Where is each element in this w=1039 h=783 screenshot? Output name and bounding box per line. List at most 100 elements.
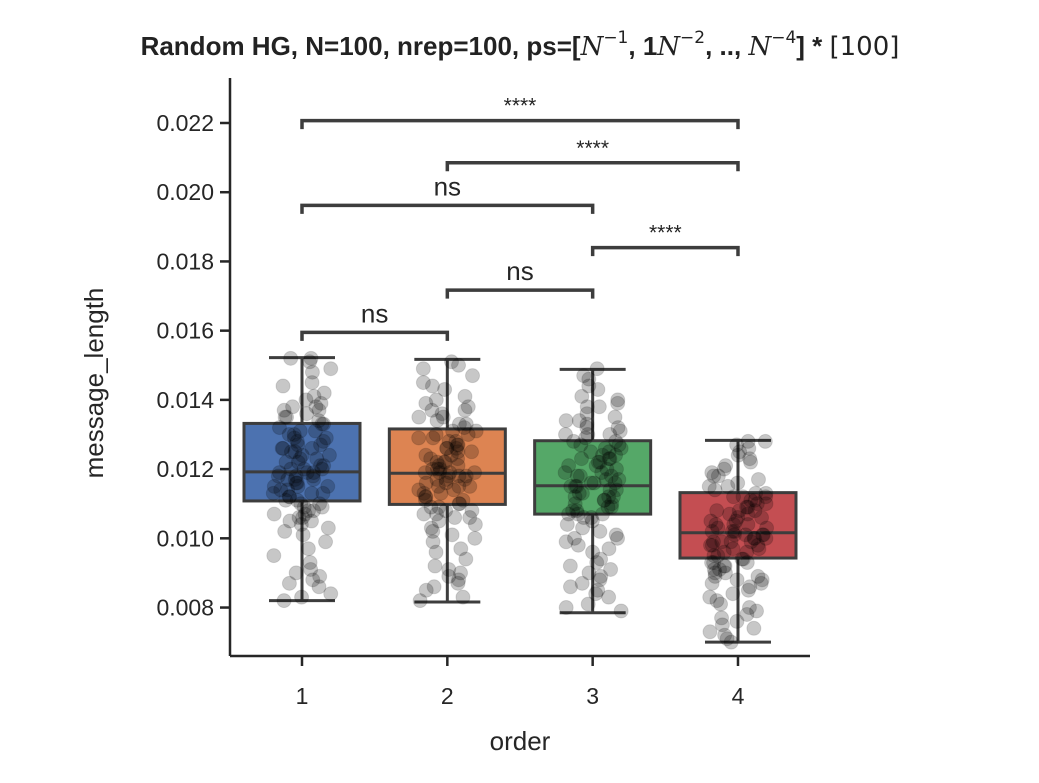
data-point: [706, 561, 722, 577]
data-point: [450, 575, 466, 591]
data-point: [601, 451, 617, 467]
data-point: [431, 499, 447, 515]
data-point: [289, 433, 305, 449]
data-point: [288, 468, 304, 484]
data-point: [613, 603, 629, 619]
data-point: [566, 530, 582, 546]
data-point: [567, 496, 583, 512]
data-point: [455, 492, 471, 508]
data-point: [439, 440, 455, 456]
data-point: [292, 423, 308, 439]
data-point: [574, 575, 590, 591]
significance-bracket: [445, 161, 740, 172]
data-point: [608, 433, 624, 449]
data-point: [557, 465, 573, 481]
data-point: [429, 506, 445, 522]
data-point: [288, 565, 304, 581]
data-point: [458, 551, 474, 567]
data-point: [600, 499, 616, 515]
data-point: [430, 461, 446, 477]
data-point: [280, 471, 296, 487]
data-point: [457, 471, 473, 487]
data-point: [579, 399, 595, 415]
data-point: [746, 620, 762, 636]
data-point: [314, 499, 330, 515]
data-point: [462, 478, 478, 494]
data-point: [716, 461, 732, 477]
data-point: [312, 496, 328, 512]
data-point: [303, 513, 319, 529]
data-point: [437, 454, 453, 470]
data-point: [309, 451, 325, 467]
data-point: [451, 468, 467, 484]
data-point: [590, 582, 606, 598]
data-point: [739, 499, 755, 515]
data-point: [312, 458, 328, 474]
data-point: [294, 447, 310, 463]
data-point: [749, 496, 765, 512]
data-point: [569, 478, 585, 494]
data-point: [724, 523, 740, 539]
data-point: [580, 426, 596, 442]
title-sup-n4: −4: [771, 28, 796, 48]
data-point: [299, 406, 315, 422]
points-2: [411, 354, 484, 609]
data-point: [718, 458, 734, 474]
data-point: [288, 475, 304, 491]
data-point: [730, 510, 746, 526]
data-point: [306, 465, 322, 481]
data-point: [451, 416, 467, 432]
data-point: [436, 454, 452, 470]
data-point: [558, 600, 574, 616]
data-point: [450, 437, 466, 453]
data-point: [589, 555, 605, 571]
data-point: [464, 444, 480, 460]
title-bracket: [100]: [830, 32, 900, 62]
data-point: [579, 416, 595, 432]
data-point: [316, 433, 332, 449]
data-point: [565, 503, 581, 519]
y-tick-label: 0.016: [156, 318, 214, 344]
data-point: [283, 444, 299, 460]
data-point: [746, 530, 762, 546]
data-point: [450, 451, 466, 467]
data-point: [740, 516, 756, 532]
data-point: [704, 465, 720, 481]
data-point: [441, 433, 457, 449]
data-point: [308, 399, 324, 415]
data-point: [709, 503, 725, 519]
box-3: [533, 367, 653, 615]
data-point: [740, 506, 756, 522]
data-point: [265, 485, 281, 501]
data-point: [306, 388, 322, 404]
data-point: [567, 489, 583, 505]
title-sup-n2: −2: [680, 28, 705, 48]
data-point: [739, 555, 755, 571]
data-point: [428, 426, 444, 442]
data-point: [271, 420, 287, 436]
data-point: [558, 426, 574, 442]
data-point: [594, 465, 610, 481]
data-point: [590, 381, 606, 397]
data-point: [313, 395, 329, 411]
data-point: [729, 613, 745, 629]
data-point: [448, 433, 464, 449]
data-point: [572, 468, 588, 484]
data-point: [707, 482, 723, 498]
data-point: [423, 499, 439, 515]
data-point: [710, 468, 726, 484]
data-point: [467, 530, 483, 546]
title-math-n1: N: [580, 32, 605, 62]
box-body: [533, 439, 653, 516]
data-point: [280, 482, 296, 498]
data-point: [702, 624, 718, 640]
significance-label: ns: [361, 298, 388, 328]
data-point: [282, 489, 298, 505]
data-point: [593, 551, 609, 567]
data-point: [300, 541, 316, 557]
data-point: [423, 520, 439, 536]
data-point: [316, 385, 332, 401]
data-point: [278, 492, 294, 508]
data-point: [754, 572, 770, 588]
data-point: [753, 575, 769, 591]
